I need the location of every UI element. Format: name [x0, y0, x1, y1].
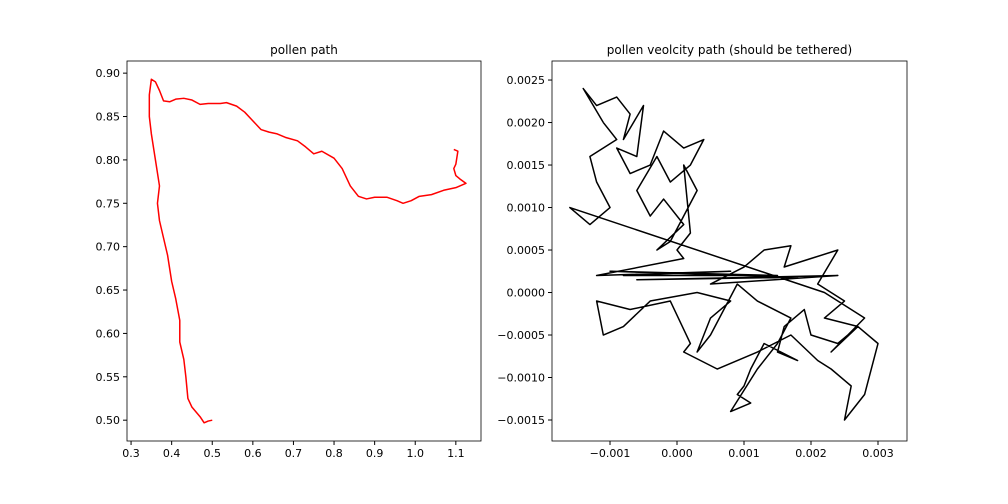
y-tick-label: 0.60: [96, 327, 121, 340]
x-tick-label: 1.1: [447, 447, 465, 460]
y-tick-label: −0.0010: [497, 372, 545, 385]
y-tick-label: 0.70: [96, 241, 121, 254]
y-tick-label: 0.0005: [507, 244, 546, 257]
x-tick-label: 0.001: [728, 447, 760, 460]
y-tick-label: 0.0010: [507, 202, 546, 215]
y-tick-label: 0.0000: [507, 287, 546, 300]
x-tick-label: 0.5: [204, 447, 222, 460]
y-tick-label: 0.80: [96, 154, 121, 167]
y-tick-label: 0.50: [96, 414, 121, 427]
y-tick-label: 0.0025: [507, 74, 546, 87]
x-tick-label: 0.8: [325, 447, 343, 460]
x-tick-label: 0.000: [661, 447, 693, 460]
y-tick-label: 0.75: [96, 197, 121, 210]
x-tick-label: 1.0: [406, 447, 424, 460]
data-line: [148, 78, 467, 424]
y-tick-label: 0.0020: [507, 117, 546, 130]
x-tick-label: −0.001: [590, 447, 631, 460]
x-tick-label: 0.9: [366, 447, 384, 460]
chart-title: pollen path: [270, 43, 338, 57]
y-tick-label: −0.0015: [497, 414, 545, 427]
chart-title: pollen veolcity path (should be tethered…: [607, 43, 852, 57]
x-tick-label: 0.6: [244, 447, 262, 460]
y-tick-label: 0.0015: [507, 159, 546, 172]
y-tick-label: 0.85: [96, 111, 121, 124]
y-tick-label: 0.55: [96, 371, 121, 384]
x-tick-label: 0.3: [122, 447, 140, 460]
axes-frame: [126, 60, 482, 442]
x-tick-label: 0.003: [862, 447, 894, 460]
y-tick-label: −0.0005: [497, 329, 545, 342]
x-tick-label: 0.7: [285, 447, 303, 460]
data-line: [569, 87, 879, 421]
x-tick-label: 0.4: [163, 447, 181, 460]
x-tick-label: 0.002: [795, 447, 827, 460]
y-tick-label: 0.90: [96, 67, 121, 80]
y-tick-label: 0.65: [96, 284, 121, 297]
axes-frame: [551, 60, 908, 442]
